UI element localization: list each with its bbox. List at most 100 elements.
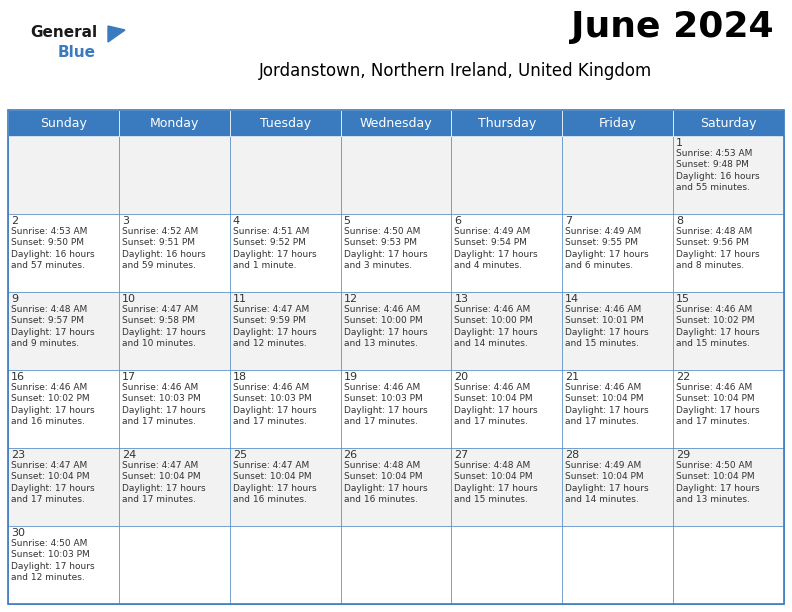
- Text: 25: 25: [233, 450, 247, 460]
- Text: Sunrise: 4:48 AM
Sunset: 10:04 PM
Daylight: 17 hours
and 16 minutes.: Sunrise: 4:48 AM Sunset: 10:04 PM Daylig…: [344, 461, 427, 504]
- Bar: [341, 448, 451, 526]
- Text: Sunrise: 4:46 AM
Sunset: 10:03 PM
Daylight: 17 hours
and 17 minutes.: Sunrise: 4:46 AM Sunset: 10:03 PM Daylig…: [122, 383, 205, 427]
- Bar: [341, 214, 451, 292]
- Bar: [119, 110, 230, 136]
- Text: 14: 14: [565, 294, 580, 304]
- Bar: [562, 214, 673, 292]
- Text: 27: 27: [455, 450, 469, 460]
- Text: Sunrise: 4:46 AM
Sunset: 10:00 PM
Daylight: 17 hours
and 14 minutes.: Sunrise: 4:46 AM Sunset: 10:00 PM Daylig…: [455, 305, 538, 348]
- Text: Sunrise: 4:48 AM
Sunset: 9:56 PM
Daylight: 17 hours
and 8 minutes.: Sunrise: 4:48 AM Sunset: 9:56 PM Dayligh…: [676, 227, 760, 271]
- Text: Sunrise: 4:47 AM
Sunset: 10:04 PM
Daylight: 17 hours
and 16 minutes.: Sunrise: 4:47 AM Sunset: 10:04 PM Daylig…: [233, 461, 316, 504]
- Text: 28: 28: [565, 450, 580, 460]
- Text: 15: 15: [676, 294, 690, 304]
- Text: Sunrise: 4:49 AM
Sunset: 9:55 PM
Daylight: 17 hours
and 6 minutes.: Sunrise: 4:49 AM Sunset: 9:55 PM Dayligh…: [565, 227, 649, 271]
- Text: 26: 26: [344, 450, 358, 460]
- Text: Sunrise: 4:50 AM
Sunset: 9:53 PM
Daylight: 17 hours
and 3 minutes.: Sunrise: 4:50 AM Sunset: 9:53 PM Dayligh…: [344, 227, 427, 271]
- Bar: [673, 292, 784, 370]
- Bar: [451, 526, 562, 604]
- Bar: [8, 110, 784, 604]
- Text: Sunrise: 4:46 AM
Sunset: 10:03 PM
Daylight: 17 hours
and 17 minutes.: Sunrise: 4:46 AM Sunset: 10:03 PM Daylig…: [233, 383, 316, 427]
- Bar: [673, 370, 784, 448]
- Text: Sunrise: 4:47 AM
Sunset: 9:59 PM
Daylight: 17 hours
and 12 minutes.: Sunrise: 4:47 AM Sunset: 9:59 PM Dayligh…: [233, 305, 316, 348]
- Text: Sunrise: 4:49 AM
Sunset: 10:04 PM
Daylight: 17 hours
and 14 minutes.: Sunrise: 4:49 AM Sunset: 10:04 PM Daylig…: [565, 461, 649, 504]
- Text: 10: 10: [122, 294, 136, 304]
- Text: Sunrise: 4:46 AM
Sunset: 10:04 PM
Daylight: 17 hours
and 17 minutes.: Sunrise: 4:46 AM Sunset: 10:04 PM Daylig…: [676, 383, 760, 427]
- Bar: [673, 214, 784, 292]
- Text: Sunrise: 4:46 AM
Sunset: 10:04 PM
Daylight: 17 hours
and 17 minutes.: Sunrise: 4:46 AM Sunset: 10:04 PM Daylig…: [455, 383, 538, 427]
- Text: Sunrise: 4:46 AM
Sunset: 10:04 PM
Daylight: 17 hours
and 17 minutes.: Sunrise: 4:46 AM Sunset: 10:04 PM Daylig…: [565, 383, 649, 427]
- Text: Sunrise: 4:48 AM
Sunset: 9:57 PM
Daylight: 17 hours
and 9 minutes.: Sunrise: 4:48 AM Sunset: 9:57 PM Dayligh…: [11, 305, 94, 348]
- Text: Sunrise: 4:53 AM
Sunset: 9:48 PM
Daylight: 16 hours
and 55 minutes.: Sunrise: 4:53 AM Sunset: 9:48 PM Dayligh…: [676, 149, 760, 192]
- Bar: [119, 214, 230, 292]
- Text: Sunrise: 4:47 AM
Sunset: 10:04 PM
Daylight: 17 hours
and 17 minutes.: Sunrise: 4:47 AM Sunset: 10:04 PM Daylig…: [122, 461, 205, 504]
- Text: 4: 4: [233, 216, 240, 226]
- Text: 20: 20: [455, 372, 469, 382]
- Bar: [230, 214, 341, 292]
- Bar: [341, 292, 451, 370]
- Text: Sunrise: 4:46 AM
Sunset: 10:00 PM
Daylight: 17 hours
and 13 minutes.: Sunrise: 4:46 AM Sunset: 10:00 PM Daylig…: [344, 305, 427, 348]
- Bar: [451, 448, 562, 526]
- Text: 12: 12: [344, 294, 358, 304]
- Text: Jordanstown, Northern Ireland, United Kingdom: Jordanstown, Northern Ireland, United Ki…: [259, 62, 653, 80]
- Bar: [230, 526, 341, 604]
- Bar: [451, 110, 562, 136]
- Bar: [341, 110, 451, 136]
- Text: 8: 8: [676, 216, 683, 226]
- Text: Sunrise: 4:47 AM
Sunset: 9:58 PM
Daylight: 17 hours
and 10 minutes.: Sunrise: 4:47 AM Sunset: 9:58 PM Dayligh…: [122, 305, 205, 348]
- Bar: [230, 448, 341, 526]
- Bar: [230, 136, 341, 214]
- Text: Thursday: Thursday: [478, 116, 536, 130]
- Text: 6: 6: [455, 216, 462, 226]
- Text: Sunrise: 4:46 AM
Sunset: 10:02 PM
Daylight: 17 hours
and 16 minutes.: Sunrise: 4:46 AM Sunset: 10:02 PM Daylig…: [11, 383, 94, 427]
- Text: 13: 13: [455, 294, 468, 304]
- Text: Friday: Friday: [599, 116, 637, 130]
- Text: Sunrise: 4:46 AM
Sunset: 10:02 PM
Daylight: 17 hours
and 15 minutes.: Sunrise: 4:46 AM Sunset: 10:02 PM Daylig…: [676, 305, 760, 348]
- Bar: [341, 136, 451, 214]
- Bar: [451, 136, 562, 214]
- Text: Wednesday: Wednesday: [360, 116, 432, 130]
- Bar: [673, 110, 784, 136]
- Bar: [8, 292, 119, 370]
- Bar: [562, 136, 673, 214]
- Text: Blue: Blue: [58, 45, 96, 60]
- Text: Sunrise: 4:51 AM
Sunset: 9:52 PM
Daylight: 17 hours
and 1 minute.: Sunrise: 4:51 AM Sunset: 9:52 PM Dayligh…: [233, 227, 316, 271]
- Text: Sunrise: 4:47 AM
Sunset: 10:04 PM
Daylight: 17 hours
and 17 minutes.: Sunrise: 4:47 AM Sunset: 10:04 PM Daylig…: [11, 461, 94, 504]
- Bar: [451, 214, 562, 292]
- Bar: [8, 110, 119, 136]
- Text: Sunrise: 4:48 AM
Sunset: 10:04 PM
Daylight: 17 hours
and 15 minutes.: Sunrise: 4:48 AM Sunset: 10:04 PM Daylig…: [455, 461, 538, 504]
- Text: 3: 3: [122, 216, 129, 226]
- Bar: [562, 110, 673, 136]
- Bar: [119, 526, 230, 604]
- Text: 19: 19: [344, 372, 358, 382]
- Bar: [341, 526, 451, 604]
- Bar: [8, 214, 119, 292]
- Text: 7: 7: [565, 216, 573, 226]
- Bar: [673, 448, 784, 526]
- Text: Sunrise: 4:46 AM
Sunset: 10:03 PM
Daylight: 17 hours
and 17 minutes.: Sunrise: 4:46 AM Sunset: 10:03 PM Daylig…: [344, 383, 427, 427]
- Text: 9: 9: [11, 294, 18, 304]
- Bar: [341, 370, 451, 448]
- Text: 2: 2: [11, 216, 18, 226]
- Bar: [8, 370, 119, 448]
- Bar: [119, 370, 230, 448]
- Bar: [451, 370, 562, 448]
- Text: General: General: [30, 25, 97, 40]
- Text: Sunrise: 4:53 AM
Sunset: 9:50 PM
Daylight: 16 hours
and 57 minutes.: Sunrise: 4:53 AM Sunset: 9:50 PM Dayligh…: [11, 227, 94, 271]
- Text: 5: 5: [344, 216, 351, 226]
- Text: 22: 22: [676, 372, 691, 382]
- Bar: [230, 110, 341, 136]
- Text: 11: 11: [233, 294, 247, 304]
- Text: 18: 18: [233, 372, 247, 382]
- Bar: [562, 370, 673, 448]
- Bar: [562, 292, 673, 370]
- Bar: [119, 448, 230, 526]
- Text: Sunrise: 4:49 AM
Sunset: 9:54 PM
Daylight: 17 hours
and 4 minutes.: Sunrise: 4:49 AM Sunset: 9:54 PM Dayligh…: [455, 227, 538, 271]
- Text: Saturday: Saturday: [700, 116, 757, 130]
- Text: 1: 1: [676, 138, 683, 148]
- Bar: [562, 526, 673, 604]
- Bar: [119, 136, 230, 214]
- Bar: [451, 292, 562, 370]
- Bar: [119, 292, 230, 370]
- Text: Sunrise: 4:50 AM
Sunset: 10:03 PM
Daylight: 17 hours
and 12 minutes.: Sunrise: 4:50 AM Sunset: 10:03 PM Daylig…: [11, 539, 94, 583]
- Text: 23: 23: [11, 450, 25, 460]
